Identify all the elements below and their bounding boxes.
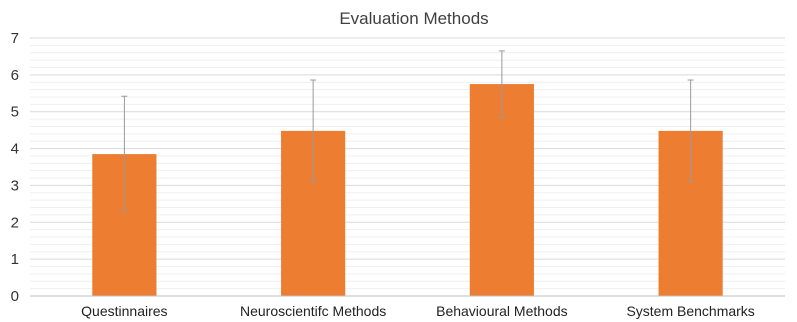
error-bar xyxy=(310,79,317,183)
y-tick-label: 7 xyxy=(11,30,19,47)
y-tick-label: 2 xyxy=(11,214,19,231)
x-category-label: Questinnaires xyxy=(81,303,167,319)
error-bar xyxy=(121,95,128,213)
error-bar xyxy=(498,50,505,118)
chart-title: Evaluation Methods xyxy=(339,9,488,28)
y-tick-label: 0 xyxy=(11,288,19,305)
error-bars xyxy=(121,50,694,213)
bar xyxy=(469,84,534,296)
y-tick-label: 1 xyxy=(11,251,19,268)
x-category-label: Neuroscientifc Methods xyxy=(240,303,386,319)
x-category-label: Behavioural Methods xyxy=(436,303,568,319)
error-bar xyxy=(687,79,694,183)
x-category-label: System Benchmarks xyxy=(626,303,754,319)
bars xyxy=(92,84,723,296)
y-tick-label: 6 xyxy=(11,67,19,84)
y-tick-label: 5 xyxy=(11,104,19,121)
x-axis-category-labels: Questinnaires Neuroscientifc Methods Behav… xyxy=(81,303,755,319)
y-axis-tick-labels: 0 1 2 3 4 5 6 7 xyxy=(11,30,19,305)
y-tick-label: 3 xyxy=(11,177,19,194)
y-tick-label: 4 xyxy=(11,141,19,158)
